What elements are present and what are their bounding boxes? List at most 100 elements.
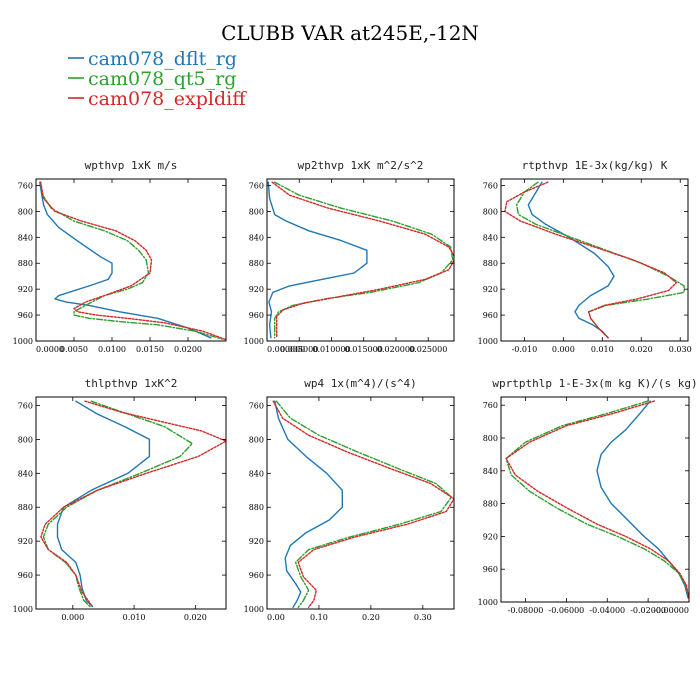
y-tick-label: 800 xyxy=(249,435,264,444)
x-tick-label: 0.0200 xyxy=(174,345,202,354)
x-tick-label: 0.025000 xyxy=(409,345,447,354)
x-tick-label: 0.000000 xyxy=(267,345,305,354)
y-tick-label: 1000 xyxy=(13,337,33,346)
y-tick-label: 960 xyxy=(249,311,264,320)
panel-frame xyxy=(500,396,690,603)
x-tick-label: 0.010 xyxy=(591,345,614,354)
x-tick-label: 0.010000 xyxy=(312,345,350,354)
series-line-dflt xyxy=(56,400,151,608)
panel-frame xyxy=(35,178,227,342)
panel-title-wp4: wp4 1x(m^4)/(s^4) xyxy=(304,377,417,390)
y-tick-label: 1000 xyxy=(13,605,33,614)
y-tick-label: 800 xyxy=(18,207,33,216)
y-tick-label: 960 xyxy=(483,311,498,320)
x-tick-label: 0.0100 xyxy=(98,345,126,354)
legend-label-dflt: cam078_dflt_rg xyxy=(88,48,237,70)
y-tick-label: 760 xyxy=(483,181,498,190)
y-tick-label: 800 xyxy=(18,435,33,444)
panel-series-wp4 xyxy=(272,400,454,608)
x-tick-label: -0.08000 xyxy=(508,606,544,615)
y-tick-label: 920 xyxy=(18,285,33,294)
panel-frame xyxy=(35,396,227,610)
panel-wpthvp: wpthvp 1xK m/s 760 800 840 880 920 960 1000 0.00… xyxy=(13,159,227,354)
y-tick-label: 800 xyxy=(249,207,264,216)
series-line-qt5 xyxy=(39,181,223,340)
legend-label-qt5: cam078_qt5_rg xyxy=(88,68,236,90)
panel-series-wprtpthlp xyxy=(505,400,689,599)
panel-title-wp2thvp: wp2thvp 1xK m^2/s^2 xyxy=(298,159,424,172)
panel-thlpthvp: thlpthvp 1xK^2 760 800 840 880 920 960 1000 0.00… xyxy=(13,377,227,622)
y-tick-label: 880 xyxy=(483,259,498,268)
x-tick-label: 0.030 xyxy=(669,345,692,354)
x-tick-label: 0.020 xyxy=(630,345,653,354)
series-line-expldiff xyxy=(39,181,226,341)
x-tick-label: 0.010 xyxy=(123,613,146,622)
y-tick-label: 760 xyxy=(18,401,33,410)
legend-item-qt5: cam078_qt5_rg xyxy=(68,68,236,90)
legend: cam078_dflt_rg cam078_qt5_rg cam078_expl… xyxy=(68,48,247,110)
y-tick-label: 1000 xyxy=(244,605,264,614)
y-tick-label: 920 xyxy=(483,285,498,294)
series-line-expldiff xyxy=(272,400,454,608)
y-tick-label: 840 xyxy=(249,469,264,478)
series-line-dflt xyxy=(267,181,368,339)
x-tick-label: -0.06000 xyxy=(548,606,584,615)
series-line-qt5 xyxy=(42,400,194,608)
y-tick-label: 880 xyxy=(483,500,498,509)
x-tick-label: 0.015000 xyxy=(345,345,383,354)
x-tick-label: -0.04000 xyxy=(589,606,625,615)
y-tick-label: 800 xyxy=(483,207,498,216)
legend-item-dflt: cam078_dflt_rg xyxy=(68,48,237,70)
series-line-dflt xyxy=(39,181,212,339)
legend-item-expldiff: cam078_expldiff xyxy=(68,88,247,110)
y-tick-label: 840 xyxy=(18,469,33,478)
y-tick-label: 760 xyxy=(18,181,33,190)
panel-series-thlpthvp xyxy=(40,400,226,608)
y-tick-label: 840 xyxy=(18,233,33,242)
series-line-expldiff xyxy=(40,400,226,608)
x-tick-label: 0.020 xyxy=(184,613,207,622)
y-tick-label: 920 xyxy=(249,285,264,294)
y-tick-label: 920 xyxy=(18,537,33,546)
x-tick-label: 0.0050 xyxy=(60,345,88,354)
panel-rtpthvp: rtpthvp 1E-3x(kg/kg) K 760 800 840 880 920 960… xyxy=(478,159,692,354)
x-tick-label: 0.000 xyxy=(552,345,575,354)
x-tick-label: 0.005000 xyxy=(280,345,318,354)
y-tick-label: 760 xyxy=(249,181,264,190)
panel-series-rtpthvp xyxy=(504,181,685,339)
series-line-expldiff xyxy=(271,181,454,339)
y-tick-label: 880 xyxy=(18,259,33,268)
y-tick-label: 960 xyxy=(249,571,264,580)
panel-wprtpthlp: wprtpthlp 1-E-3x(m kg K)/(s kg) 760 800 840… xyxy=(478,377,698,615)
y-tick-label: 1000 xyxy=(244,337,264,346)
y-tick-label: 960 xyxy=(18,311,33,320)
panel-title-wprtpthlp: wprtpthlp 1-E-3x(m kg K)/(s kg) xyxy=(492,377,697,390)
x-tick-label: 0.00 xyxy=(267,613,285,622)
series-line-qt5 xyxy=(505,400,689,599)
x-tick-label: 0.20 xyxy=(362,613,380,622)
x-tick-label: -0.010 xyxy=(512,345,538,354)
panel-title-wpthvp: wpthvp 1xK m/s xyxy=(85,159,178,172)
y-tick-label: 880 xyxy=(18,503,33,512)
figure-title: CLUBB VAR at245E,-12N xyxy=(221,21,479,45)
y-tick-label: 1000 xyxy=(478,598,498,607)
y-tick-label: 960 xyxy=(18,571,33,580)
y-tick-label: 840 xyxy=(249,233,264,242)
y-tick-label: 840 xyxy=(483,467,498,476)
series-line-dflt xyxy=(527,181,615,339)
y-tick-label: 760 xyxy=(249,401,264,410)
x-tick-label: 0.30 xyxy=(414,613,432,622)
panel-series-wpthvp xyxy=(39,181,226,341)
panel-title-thlpthvp: thlpthvp 1xK^2 xyxy=(85,377,178,390)
panel-frame xyxy=(266,396,455,610)
x-tick-label: -0.02000 xyxy=(630,606,666,615)
series-line-expldiff xyxy=(505,400,689,599)
x-tick-label: 0.10 xyxy=(310,613,328,622)
y-tick-label: 800 xyxy=(483,434,498,443)
panel-frame xyxy=(266,178,455,342)
panels: wpthvp 1xK m/s76080084088092096010000.00… xyxy=(13,159,698,622)
y-tick-label: 920 xyxy=(483,532,498,541)
y-tick-label: 880 xyxy=(249,259,264,268)
